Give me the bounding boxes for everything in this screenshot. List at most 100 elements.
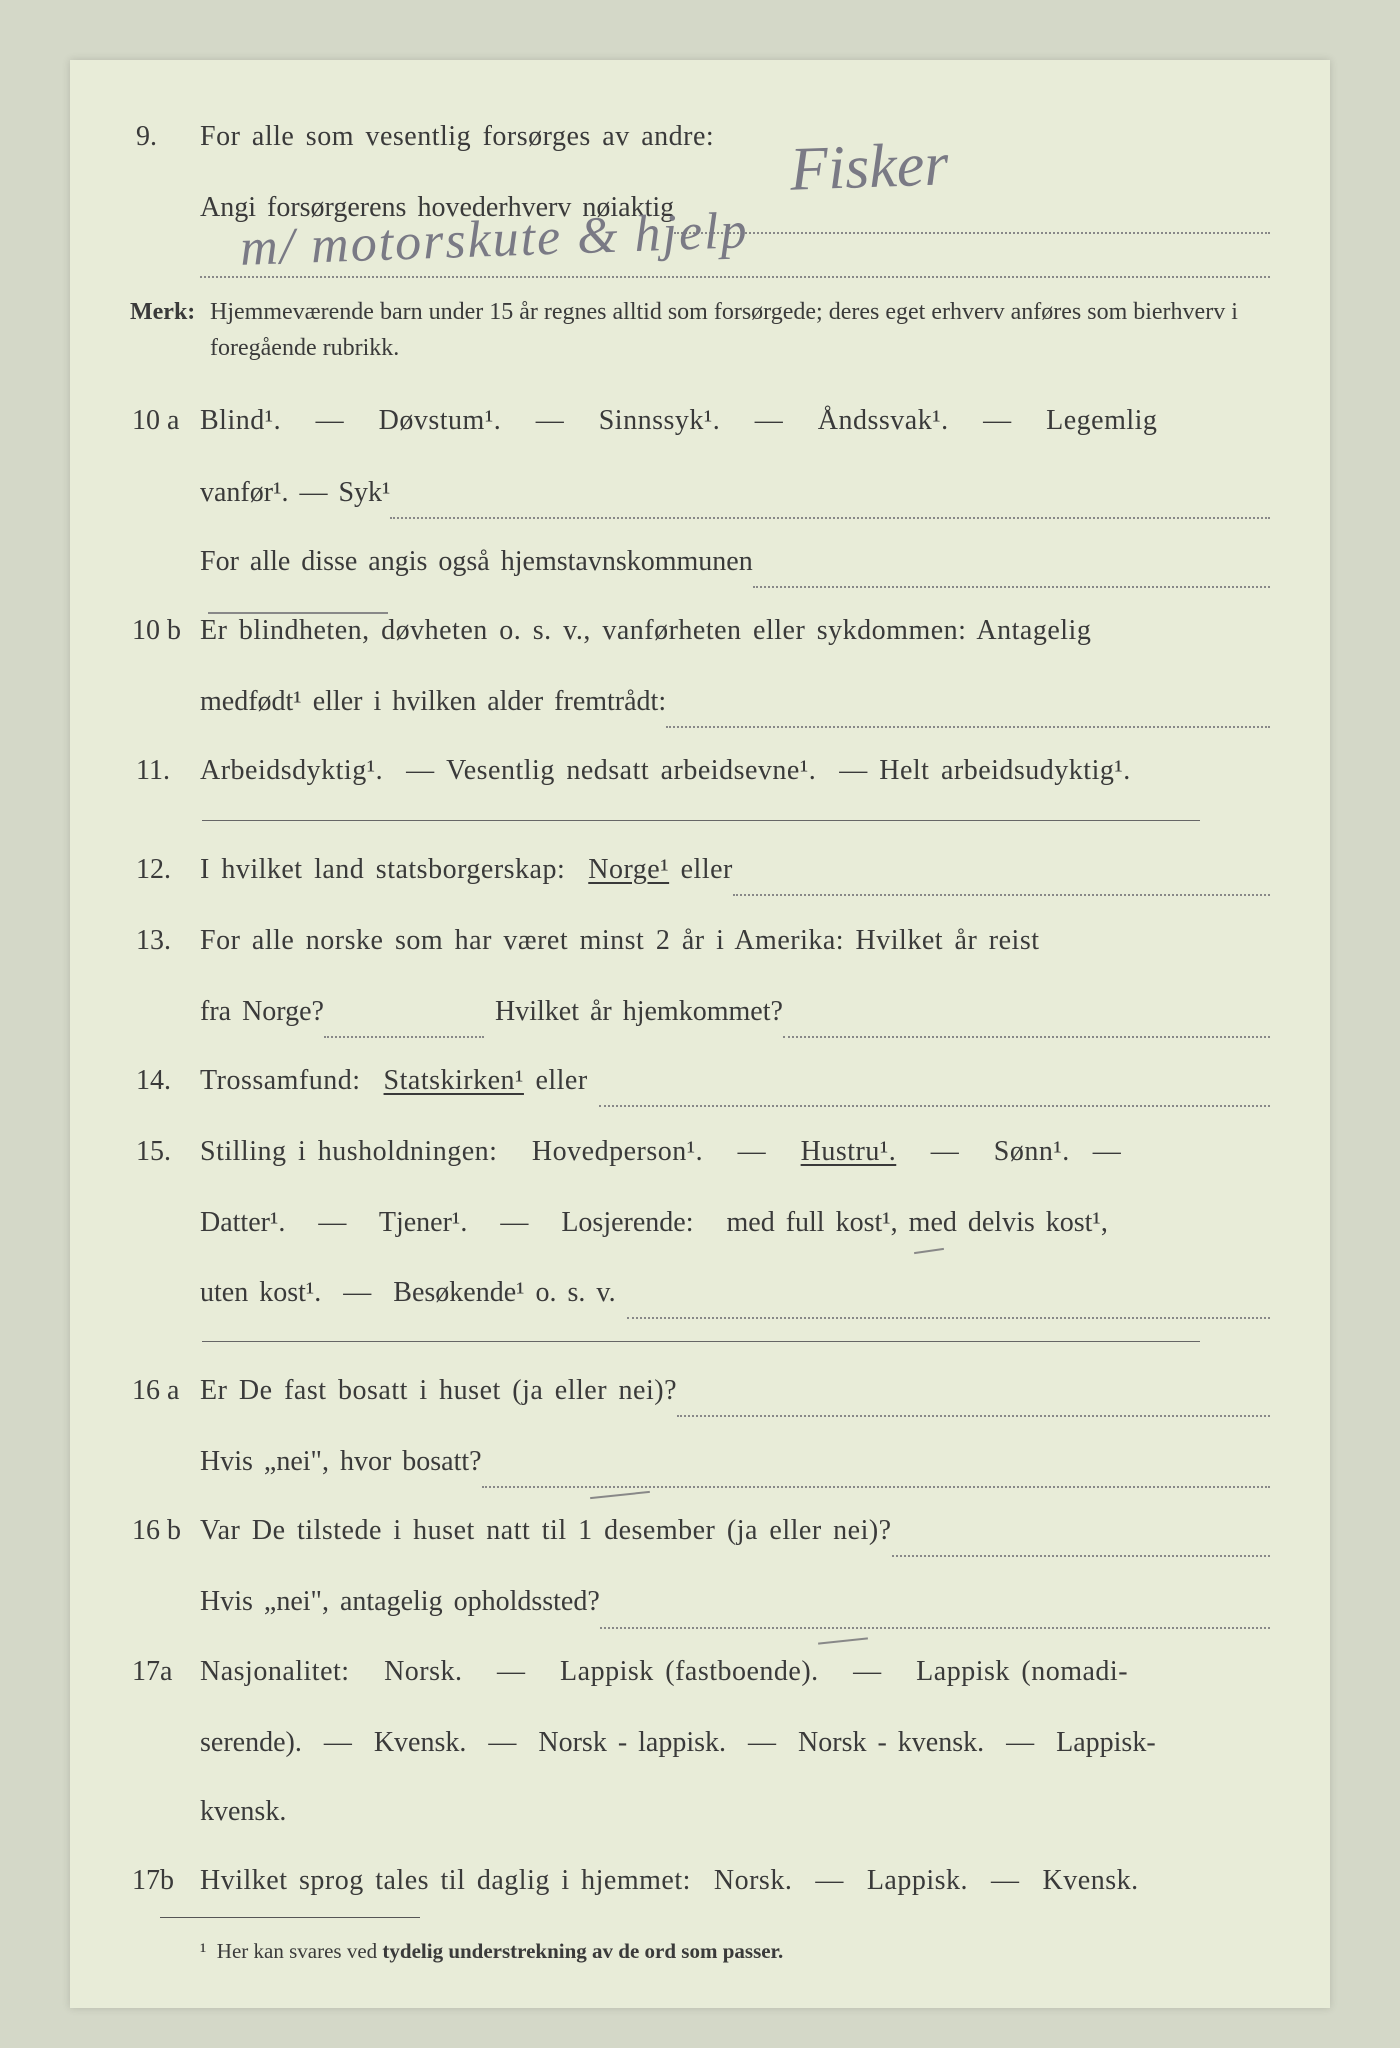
q14-content: Trossamfund: Statskirken¹ eller — [200, 1054, 1270, 1107]
opt-norsk: Norsk. — [384, 1656, 462, 1687]
q10a-number: 10 a — [130, 394, 200, 447]
q10a-line2: vanfør¹. — Syk¹ — [130, 466, 1270, 519]
q13-blank2[interactable] — [783, 985, 1270, 1038]
opt-blind: Blind¹. — [200, 405, 281, 436]
q9-blank-row — [130, 250, 1270, 278]
opt-tjener: Tjener¹. — [379, 1207, 467, 1238]
q12-number: 12. — [130, 843, 200, 896]
q17a-line2: serende). — Kvensk. — Norsk - lappisk. —… — [130, 1716, 1270, 1769]
q17a-text: Nasjonalitet: — [200, 1656, 350, 1687]
q13-text1: For alle norske som har været minst 2 år… — [200, 914, 1270, 967]
q9-blank[interactable] — [674, 181, 1270, 234]
q16b-text1: Var De tilstede i huset natt til 1 desem… — [200, 1504, 892, 1557]
q15-text: Stilling i husholdningen: — [200, 1136, 497, 1167]
opt-arbeidsdyktig: Arbeidsdyktig¹. — [200, 755, 383, 786]
opt-datter: Datter¹. — [200, 1207, 285, 1238]
q16b-number: 16 b — [130, 1504, 200, 1557]
question-16b: 16 b Var De tilstede i huset natt til 1 … — [130, 1504, 1270, 1557]
q16b-blank1[interactable] — [892, 1504, 1270, 1557]
q15-number: 15. — [130, 1125, 200, 1178]
q13-fra-norge: fra Norge? — [200, 985, 324, 1038]
opt-serende: serende). — [200, 1727, 302, 1758]
q13-line2: fra Norge? Hvilket år hjemkommet? — [130, 985, 1270, 1038]
question-11: 11. Arbeidsdyktig¹. — Vesentlig nedsatt … — [130, 744, 1270, 797]
q17a-number: 17a — [130, 1645, 200, 1698]
q16b-text2: Hvis „nei", antagelig opholdssted? — [200, 1575, 600, 1628]
footnote-text: Her kan svares ved — [217, 1939, 377, 1963]
q15-losjerende: Losjerende: — [561, 1207, 693, 1238]
q9-line1: For alle som vesentlig forsørges av andr… — [200, 110, 1270, 163]
question-9: 9. For alle som vesentlig forsørges av a… — [130, 110, 1270, 163]
q14-statskirken: Statskirken¹ — [384, 1054, 524, 1107]
q10a-blank2[interactable] — [753, 535, 1270, 588]
q16a-blank1[interactable] — [677, 1364, 1270, 1417]
opt-sprog-kvensk: Kvensk. — [1043, 1865, 1139, 1896]
opt-kvensk2: kvensk. — [200, 1796, 286, 1827]
q11-number: 11. — [130, 744, 200, 797]
opt-lappisk-fast: Lappisk (fastboende). — [560, 1656, 819, 1687]
q10b-line2: medfødt¹ eller i hvilken alder fremtrådt… — [130, 675, 1270, 728]
q15-line1: Stilling i husholdningen: Hovedperson¹. … — [200, 1125, 1270, 1178]
opt-lappisk-kvensk: Lappisk- — [1056, 1727, 1156, 1758]
question-16a: 16 a Er De fast bosatt i huset (ja eller… — [130, 1364, 1270, 1417]
opt-lappisk-nomad: Lappisk (nomadi- — [916, 1656, 1128, 1687]
footnote-rule — [160, 1917, 420, 1918]
opt-hovedperson: Hovedperson¹. — [532, 1136, 703, 1167]
footnote: ¹ Her kan svares ved tydelig understrekn… — [200, 1939, 783, 1964]
merk-label: Merk: — [130, 294, 210, 366]
q12-blank[interactable] — [733, 843, 1270, 896]
footnote-bold: tydelig understrekning av de ord som pas… — [382, 1939, 783, 1963]
q16a-line2: Hvis „nei", hvor bosatt? — [130, 1435, 1270, 1488]
q10a-line3: For alle disse angis også hjemstavnskomm… — [200, 535, 753, 588]
q9-line2-row: Angi forsørgerens hovederhverv nøiaktig — [130, 181, 1270, 234]
q15-losj-opts: med full kost¹, med delvis kost¹, — [727, 1207, 1108, 1238]
opt-besokende: Besøkende¹ o. s. v. — [393, 1266, 615, 1319]
q12-norge: Norge¹ — [588, 843, 669, 896]
q14-or: eller — [535, 1054, 587, 1107]
q15-line2: Datter¹. — Tjener¹. — Losjerende: med fu… — [130, 1196, 1270, 1249]
opt-andssvak: Åndssvak¹. — [818, 405, 949, 436]
q13-hjemkommet: Hvilket år hjemkommet? — [495, 985, 783, 1038]
q10a-blank[interactable] — [390, 466, 1270, 519]
q10a-opts: Blind¹. — Døvstum¹. — Sinnssyk¹. — Åndss… — [200, 394, 1270, 447]
question-12: 12. I hvilket land statsborgerskap: Norg… — [130, 843, 1270, 896]
q11-opts: Arbeidsdyktig¹. — Vesentlig nedsatt arbe… — [200, 744, 1270, 797]
q14-text: Trossamfund: — [200, 1054, 361, 1107]
q12-or: eller — [681, 843, 733, 896]
q15-blank[interactable] — [627, 1266, 1270, 1319]
q9-number: 9. — [130, 110, 200, 163]
q16a-content: Er De fast bosatt i huset (ja eller nei)… — [200, 1364, 1270, 1417]
pencil-mark-3 — [590, 1491, 650, 1499]
q9-blank2[interactable] — [200, 250, 1270, 278]
q16a-text1: Er De fast bosatt i huset (ja eller nei)… — [200, 1364, 677, 1417]
q12-text: I hvilket land statsborgerskap: — [200, 843, 565, 896]
pencil-mark-4 — [818, 1637, 868, 1644]
q13-number: 13. — [130, 914, 200, 967]
opt-dovstum: Døvstum¹. — [379, 405, 502, 436]
q10b-blank[interactable] — [666, 675, 1270, 728]
q10a-line3-row: For alle disse angis også hjemstavnskomm… — [130, 535, 1270, 588]
q12-content: I hvilket land statsborgerskap: Norge¹ e… — [200, 843, 1270, 896]
question-13: 13. For alle norske som har været minst … — [130, 914, 1270, 967]
divider-1 — [202, 820, 1200, 821]
q16a-blank2[interactable] — [482, 1435, 1270, 1488]
merk-text: Hjemmeværende barn under 15 år regnes al… — [210, 294, 1270, 366]
q14-number: 14. — [130, 1054, 200, 1107]
opt-syk: Syk¹ — [338, 466, 390, 519]
q14-blank[interactable] — [599, 1054, 1270, 1107]
opt-nedsatt: Vesentlig nedsatt arbeidsevne¹. — [446, 755, 816, 786]
opt-sprog-lappisk: Lappisk. — [867, 1865, 968, 1896]
opt-norsk-lappisk: Norsk - lappisk. — [538, 1727, 726, 1758]
opt-norsk-kvensk: Norsk - kvensk. — [798, 1727, 984, 1758]
question-10a: 10 a Blind¹. — Døvstum¹. — Sinnssyk¹. — … — [130, 394, 1270, 447]
opt-sinnssyk: Sinnssyk¹. — [599, 405, 721, 436]
q13-blank1[interactable] — [324, 985, 484, 1038]
opt-uten-kost: uten kost¹. — [200, 1266, 321, 1319]
opt-kvensk: Kvensk. — [374, 1727, 467, 1758]
q17a-line1: Nasjonalitet: Norsk. — Lappisk (fastboen… — [200, 1645, 1270, 1698]
q16a-text2: Hvis „nei", hvor bosatt? — [200, 1435, 482, 1488]
q10b-text2: medfødt¹ eller i hvilken alder fremtrådt… — [200, 675, 666, 728]
q16b-blank2[interactable] — [600, 1575, 1270, 1628]
merk-note: Merk: Hjemmeværende barn under 15 år reg… — [130, 294, 1270, 366]
q17b-number: 17b — [130, 1854, 200, 1907]
